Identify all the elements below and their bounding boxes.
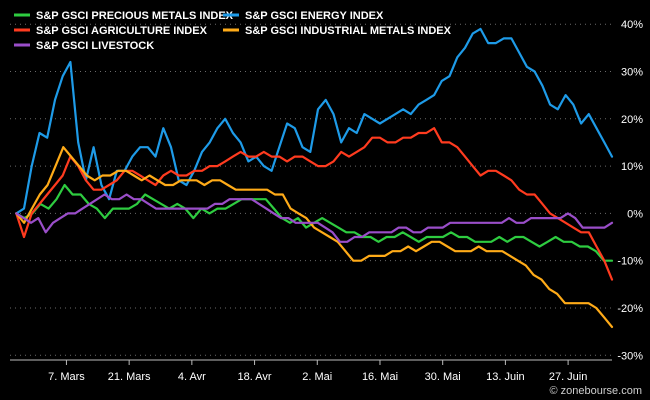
x-tick-label: 13. Juin: [486, 371, 525, 383]
y-tick-label: 0%: [627, 208, 643, 220]
x-tick-label: 21. Mars: [108, 371, 151, 383]
y-tick-label: 10%: [621, 161, 643, 173]
legend-item-label: S&P GSCI LIVESTOCK: [36, 40, 154, 52]
x-tick-label: 7. Mars: [48, 371, 85, 383]
series-line-2: [15, 127, 614, 281]
x-tick-label: 30. Mai: [425, 371, 461, 383]
axes: 40% 30% 20% 10% 0% -10% -20% -30% 7. Mars 21. Mar…: [10, 19, 643, 383]
legend-item-label: S&P GSCI AGRICULTURE INDEX: [36, 25, 208, 37]
x-tick-label: 16. Mai: [362, 371, 398, 383]
y-tick-label: -30%: [617, 350, 643, 362]
y-tick-label: -10%: [617, 256, 643, 268]
y-tick-label: 20%: [621, 114, 643, 126]
legend: S&P GSCI PRECIOUS METALS INDEX S&P GSCI E…: [14, 10, 452, 52]
y-tick-label: -20%: [617, 303, 643, 315]
y-tick-label: 40%: [621, 19, 643, 31]
x-tick-label: 27. Juin: [549, 371, 588, 383]
series-lines: [15, 27, 614, 328]
x-tick-label: 4. Avr: [178, 371, 206, 383]
x-tick-label: 18. Avr: [238, 371, 272, 383]
legend-item-label: S&P GSCI ENERGY INDEX: [245, 10, 384, 22]
legend-item-label: S&P GSCI INDUSTRIAL METALS INDEX: [245, 25, 452, 37]
watermark: © zonebourse.com: [550, 385, 643, 397]
grid: [10, 23, 612, 356]
series-line-1: [15, 27, 614, 215]
x-tick-label: 2. Mai: [302, 371, 332, 383]
series-line-4: [15, 193, 614, 243]
legend-item-label: S&P GSCI PRECIOUS METALS INDEX: [36, 10, 234, 22]
series-line-3: [15, 146, 614, 328]
y-tick-label: 30%: [621, 66, 643, 78]
